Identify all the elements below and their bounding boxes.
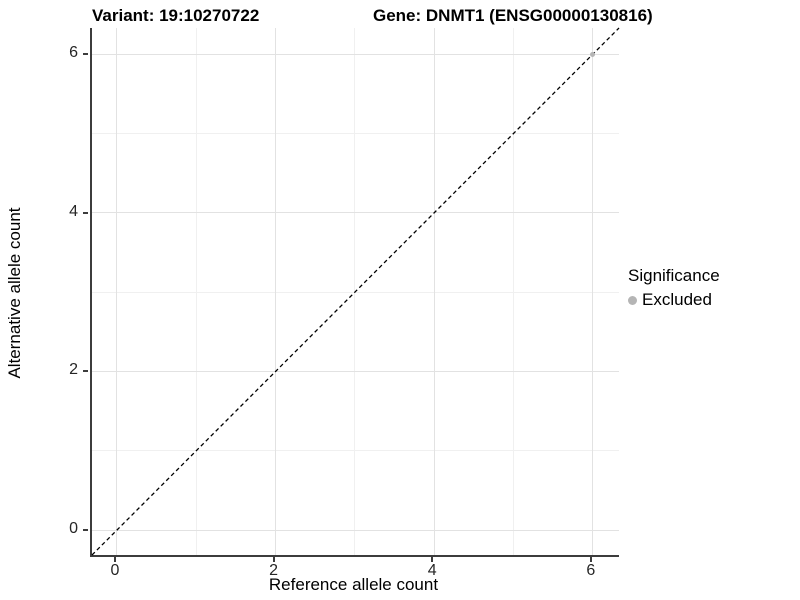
legend-title: Significance	[628, 266, 720, 285]
y-axis-title: Alternative allele count	[5, 207, 24, 379]
y-tick-mark	[83, 370, 88, 373]
variant-title: Variant: 19:10270722	[92, 6, 260, 25]
gridline-minor-horizontal	[92, 132, 619, 134]
x-axis-title: Reference allele count	[268, 575, 439, 594]
y-tick-label: 0	[69, 520, 78, 538]
gridline-minor-horizontal	[92, 450, 619, 452]
gene-title: Gene: DNMT1 (ENSG00000130816)	[373, 6, 653, 25]
x-tick-mark	[272, 557, 275, 562]
x-tick-label: 2	[269, 562, 279, 579]
plot-panel	[90, 27, 620, 557]
scatter-point	[590, 51, 596, 57]
gridline-major-vertical	[433, 28, 435, 555]
legend-item-label: Excluded	[642, 290, 712, 309]
excluded-point-icon	[628, 295, 637, 305]
y-tick-mark	[83, 211, 88, 214]
y-tick-label: 6	[69, 44, 78, 62]
gridline-minor-vertical	[513, 28, 515, 555]
y-tick-mark	[83, 529, 88, 532]
x-tick-mark	[431, 557, 434, 562]
x-tick-mark	[589, 557, 592, 562]
y-tick-label: 4	[69, 202, 78, 220]
gridline-major-vertical	[275, 28, 277, 555]
x-tick-label: 0	[110, 562, 120, 579]
gridline-major-horizontal	[92, 529, 619, 531]
legend: Significance Excluded	[628, 266, 720, 310]
x-tick-label: 4	[427, 562, 437, 579]
y-tick-label: 2	[69, 361, 78, 379]
gridline-major-horizontal	[92, 53, 619, 55]
gridline-major-vertical	[116, 28, 118, 555]
gridline-major-horizontal	[92, 370, 619, 372]
gridline-major-vertical	[592, 28, 594, 555]
identity-reference-line	[91, 27, 620, 556]
x-tick-label: 6	[586, 562, 596, 579]
gridline-major-horizontal	[92, 212, 619, 214]
gridline-minor-vertical	[195, 28, 197, 555]
x-tick-mark	[113, 557, 116, 562]
legend-item-excluded: Excluded	[628, 290, 720, 310]
y-tick-mark	[83, 53, 88, 56]
